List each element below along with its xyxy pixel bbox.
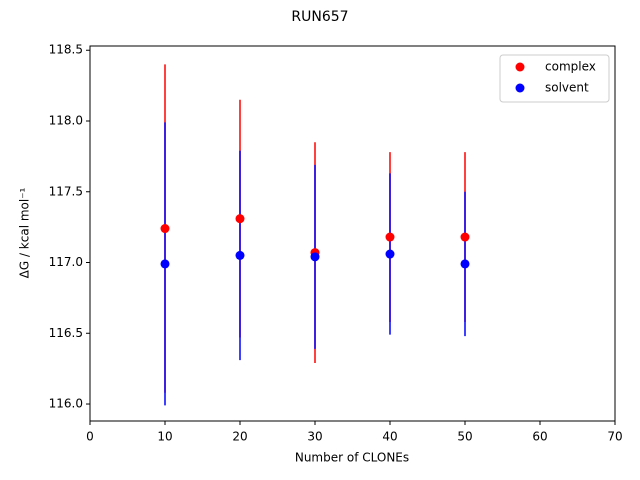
legend-marker (515, 83, 525, 93)
point (460, 259, 470, 269)
point (160, 224, 170, 234)
x-axis-label: Number of CLONEs (295, 451, 409, 465)
x-tick-label: 20 (232, 430, 247, 444)
point (160, 259, 170, 269)
point (385, 249, 395, 259)
point (460, 232, 470, 242)
legend-marker (515, 62, 525, 72)
y-tick-label: 117.5 (49, 184, 83, 198)
x-tick-label: 60 (532, 430, 547, 444)
x-tick-label: 50 (457, 430, 472, 444)
point (235, 214, 245, 224)
y-axis-label: ΔG / kcal mol⁻¹ (18, 187, 32, 278)
legend-label: complex (545, 60, 596, 74)
x-tick-label: 10 (157, 430, 172, 444)
x-tick-label: 70 (607, 430, 622, 444)
plot-frame (89, 45, 616, 422)
x-tick-label: 0 (86, 430, 94, 444)
legend-label: solvent (545, 81, 589, 95)
y-tick-label: 117.0 (49, 255, 83, 269)
y-tick-label: 116.0 (49, 397, 83, 411)
point (385, 232, 395, 242)
point (310, 252, 320, 262)
chart-title: RUN657 (291, 9, 348, 25)
y-tick-label: 116.5 (49, 326, 83, 340)
point (235, 250, 245, 260)
y-tick-label: 118.0 (49, 114, 83, 128)
x-tick-label: 30 (307, 430, 322, 444)
y-tick-label: 118.5 (49, 43, 83, 57)
legend-box (499, 54, 610, 103)
x-tick-label: 40 (382, 430, 397, 444)
